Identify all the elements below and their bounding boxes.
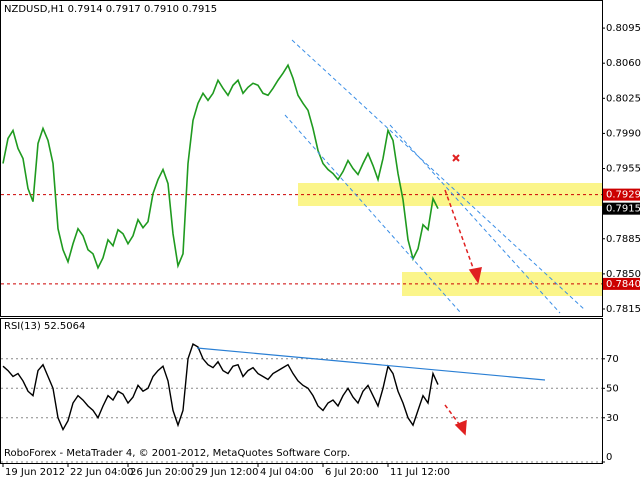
- rsi-frame: [0, 318, 603, 464]
- footer: RoboForex - MetaTrader 4, © 2001-2012, M…: [4, 448, 350, 459]
- y-tick-label: 0.7815: [606, 304, 641, 315]
- y-tick-label: 0: [606, 452, 612, 463]
- y-tick-label: 0.8095: [606, 23, 641, 34]
- y-tick-label: 0.7885: [606, 234, 641, 245]
- price-line: [2, 63, 439, 270]
- chart-title: NZDUSD,H1 0.7914 0.7917 0.7910 0.7915: [4, 4, 217, 15]
- x-tick-label: 19 Jun 2012: [5, 467, 65, 478]
- y-tick-label: 0.7955: [606, 164, 641, 175]
- y-tick-label: 70: [606, 354, 619, 365]
- forecast: [444, 154, 482, 436]
- rsi-title: RSI(13) 52.5064: [4, 321, 85, 332]
- forecast-arrow: [444, 189, 477, 277]
- y-tick-label: 0.7990: [606, 128, 641, 139]
- y-tick-label: 0.8025: [606, 93, 641, 104]
- y-tick-label: 0.8060: [606, 58, 641, 69]
- y-tick-label: 0.7850: [606, 269, 641, 280]
- level-label-box: [603, 188, 640, 201]
- level-label: 0.7929: [606, 190, 641, 201]
- level-label-box: [603, 277, 640, 290]
- y-tick-label: 50: [606, 383, 619, 394]
- x-tick-label: 22 Jun 04:00: [70, 467, 134, 478]
- channel-line: [291, 39, 586, 311]
- cross-mark: [452, 154, 460, 162]
- current-price-label: 0.7915: [606, 204, 641, 215]
- arrow-head: [454, 419, 467, 436]
- y-tick-label: 30: [606, 413, 619, 424]
- x-tick-label: 11 Jul 12:00: [390, 467, 450, 478]
- channel: [284, 39, 586, 314]
- rsi-trendline: [196, 347, 546, 381]
- plots: [1, 63, 602, 463]
- arrow-head: [468, 267, 482, 284]
- price-frame: [0, 0, 603, 317]
- channel-line: [389, 124, 561, 314]
- x-tick-label: 6 Jul 20:00: [325, 467, 379, 478]
- level-label: 0.7840: [606, 279, 641, 290]
- current-price-box: [603, 202, 640, 215]
- x-tick-label: 4 Jul 04:00: [260, 467, 314, 478]
- channel-line: [284, 114, 461, 313]
- x-tick-label: 26 Jun 20:00: [130, 467, 194, 478]
- resistance-zone: [298, 183, 602, 206]
- rsi-line: [2, 343, 439, 432]
- x-tick-label: 29 Jun 12:00: [195, 467, 259, 478]
